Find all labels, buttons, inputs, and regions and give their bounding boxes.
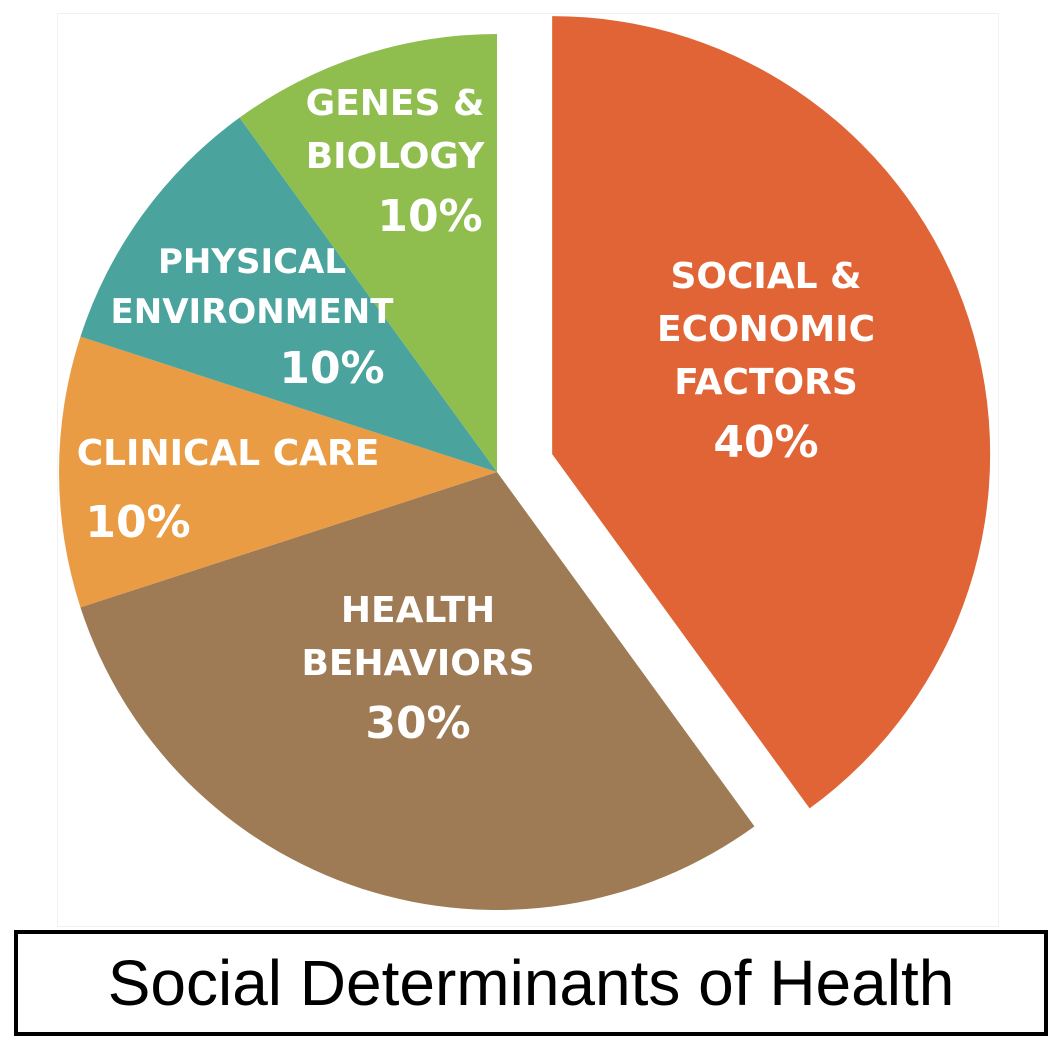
- slice-value-1: 40%: [713, 417, 818, 468]
- slice-label-group-5: GENES & BIOLOGY 10%: [306, 83, 486, 242]
- slice-label-1-line-3: FACTORS: [674, 362, 858, 403]
- slice-value-4: 10%: [279, 343, 384, 394]
- slice-label-group-1: SOCIAL & ECONOMIC FACTORS 40%: [657, 256, 875, 468]
- slice-label-group-4: PHYSICAL ENVIRONMENT 10%: [111, 242, 395, 394]
- pie-slice-5: [239, 34, 498, 472]
- pie-chart: SOCIAL & ECONOMIC FACTORS 40% HEALTH BEHAVIOR…: [58, 16, 991, 910]
- pie-slice-3: [58, 336, 497, 608]
- slice-label-4-line-1: PHYSICAL: [158, 242, 346, 282]
- slice-value-2: 30%: [365, 698, 470, 749]
- pie-slice-4: [80, 117, 497, 472]
- slice-label-3-line-1: CLINICAL CARE: [77, 433, 380, 474]
- slice-label-1-line-1: SOCIAL &: [670, 256, 861, 297]
- slice-label-4-line-2: ENVIRONMENT: [111, 292, 395, 332]
- slice-label-5-line-1: GENES &: [306, 83, 485, 124]
- slice-label-group-3: CLINICAL CARE 10%: [77, 433, 380, 548]
- chart-caption: Social Determinants of Health: [107, 947, 955, 1019]
- slice-label-5-line-2: BIOLOGY: [306, 136, 485, 177]
- slice-value-3: 10%: [85, 497, 190, 548]
- slice-label-group-2: HEALTH BEHAVIORS 30%: [301, 590, 534, 749]
- caption-box: Social Determinants of Health: [14, 930, 1048, 1036]
- pie-slice-2: [80, 472, 755, 910]
- slice-value-5: 10%: [377, 191, 482, 242]
- slice-label-2-line-1: HEALTH: [341, 590, 495, 631]
- pie-slice-1: [552, 16, 991, 809]
- slice-label-1-line-2: ECONOMIC: [657, 309, 875, 350]
- slice-label-2-line-2: BEHAVIORS: [301, 643, 534, 684]
